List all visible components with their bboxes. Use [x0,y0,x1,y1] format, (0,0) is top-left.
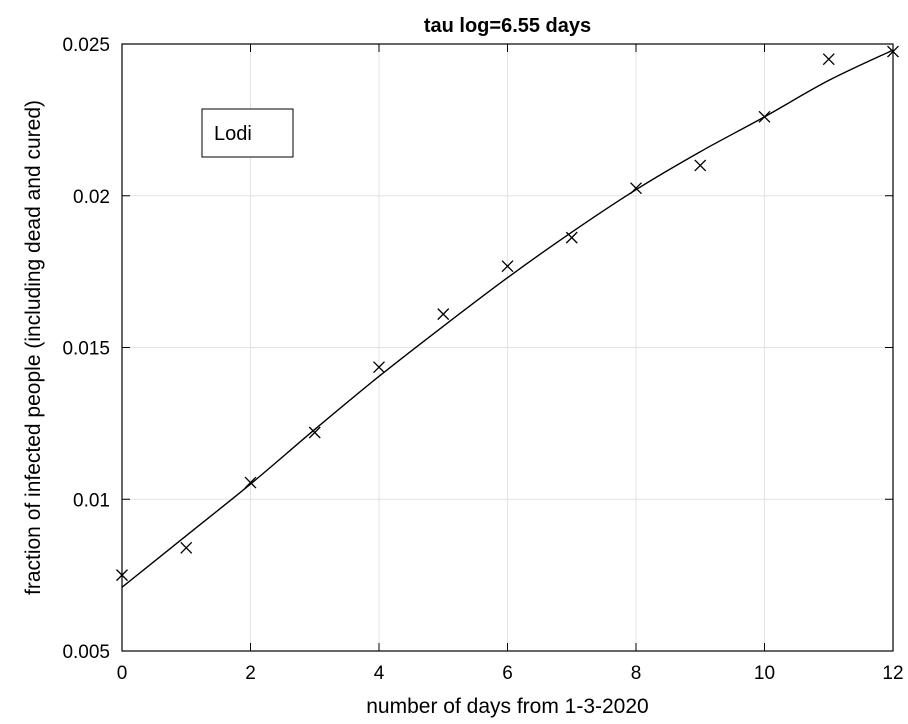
data-point-marker [501,260,514,273]
data-point-marker [308,426,321,439]
x-axis-label: number of days from 1-3-2020 [366,695,648,718]
y-axis-label: fraction of infected people (including d… [22,100,45,595]
data-point-marker [822,53,835,66]
x-tick-label: 0 [117,663,128,684]
ticks [121,43,894,652]
legend-box [201,108,294,158]
legend: Lodi [201,108,294,158]
data-point-marker [630,182,642,195]
data-point-marker [758,110,771,123]
data-point-marker [694,159,707,172]
data-point-marker [116,569,128,582]
y-tick-labels: 0.005 0.01 0.015 0.02 0.025 [62,35,110,663]
y-tick-label: 0.02 [73,187,110,208]
y-tick-label: 0.005 [62,642,110,663]
legend-label: Lodi [214,123,252,145]
y-tick-label: 0.025 [62,35,110,56]
y-tick-label: 0.01 [73,490,110,511]
data-point-marker [887,45,899,58]
chart-title: tau log=6.55 days [424,15,591,37]
x-tick-label: 12 [882,663,903,684]
data-point-marker [565,231,578,244]
data-point-marker [180,541,193,554]
data-point-marker [373,361,385,374]
x-tick-label: 10 [754,663,775,684]
data-point-marker [244,476,257,489]
marker-layer [116,45,899,582]
data-point-marker [437,308,450,321]
x-tick-label: 8 [631,663,642,684]
x-tick-label: 6 [502,663,513,684]
x-tick-label: 2 [245,663,256,684]
y-tick-label: 0.015 [62,339,110,360]
x-tick-label: 4 [374,663,385,684]
x-tick-labels: 0 2 4 6 8 10 12 [117,663,904,684]
